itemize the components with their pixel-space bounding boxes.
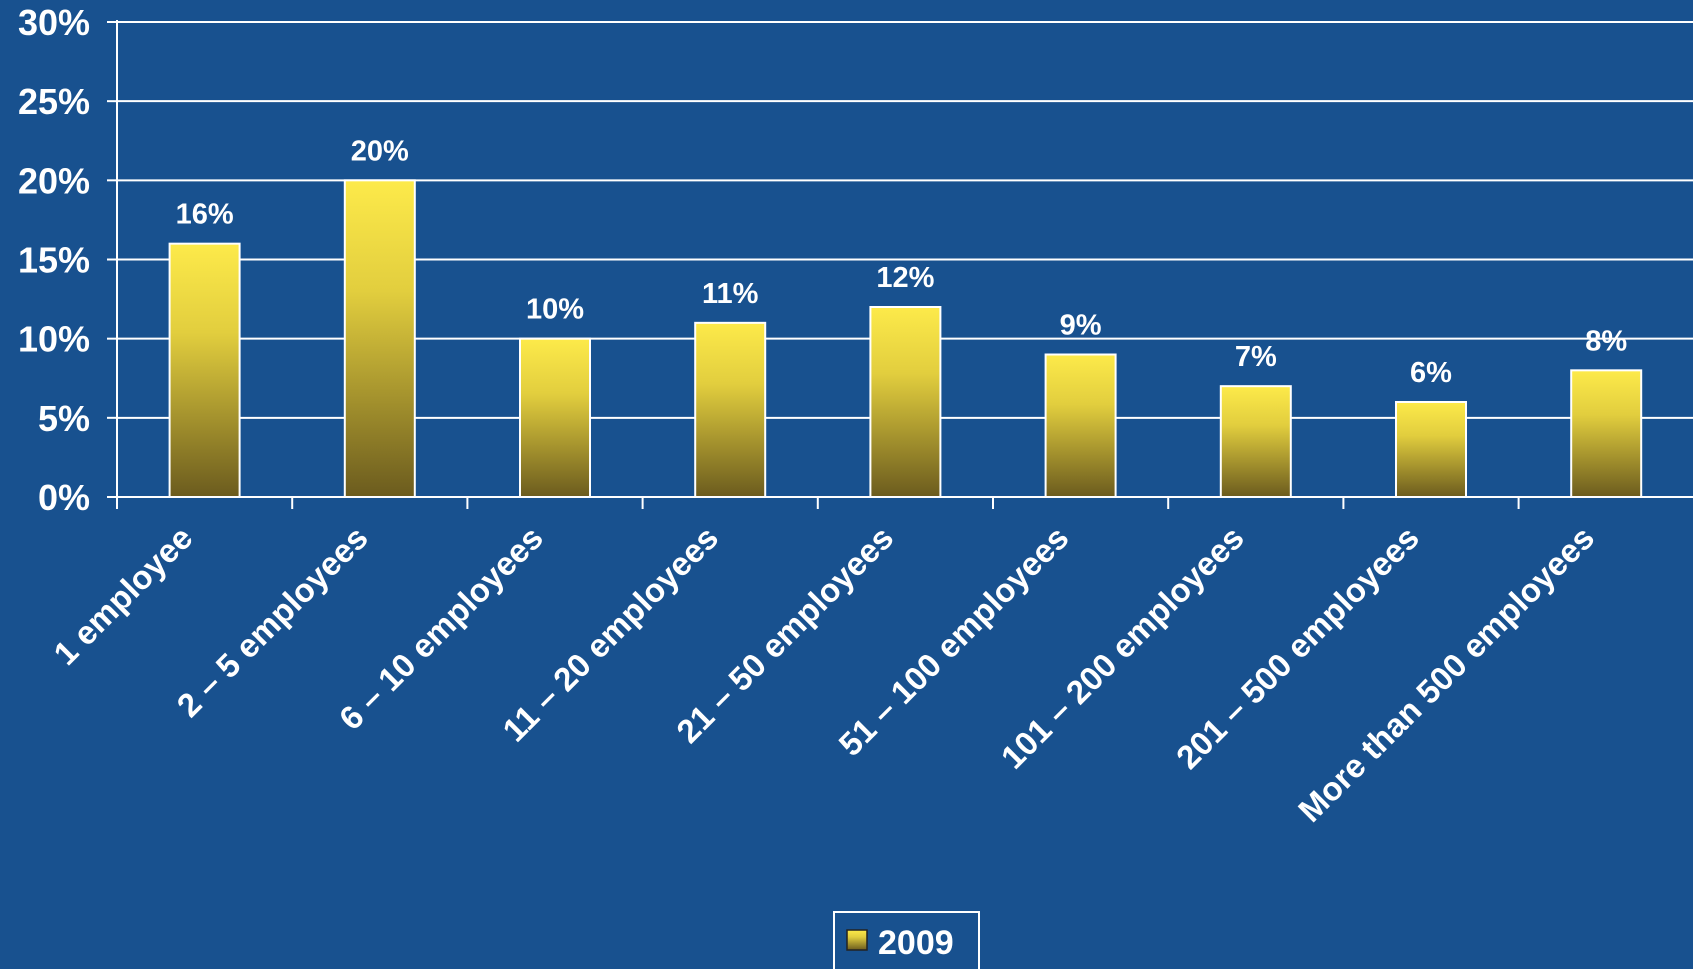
x-tick-label: More than 500 employees <box>1291 519 1601 829</box>
data-label: 20% <box>351 135 409 167</box>
data-label: 6% <box>1410 357 1452 389</box>
axes <box>107 20 1693 509</box>
y-tick-label: 30% <box>18 2 90 43</box>
data-label: 12% <box>876 262 934 294</box>
data-label: 8% <box>1585 325 1627 357</box>
y-tick-label: 10% <box>18 319 90 360</box>
bar <box>1219 385 1292 498</box>
bar <box>1570 369 1643 499</box>
y-tick-label: 20% <box>18 160 90 201</box>
data-label: 10% <box>526 294 584 326</box>
bar <box>1044 353 1117 498</box>
bar <box>694 321 767 499</box>
data-label: 9% <box>1060 310 1102 342</box>
data-label: 7% <box>1235 341 1277 373</box>
data-label: 16% <box>176 199 234 231</box>
y-tick-label: 25% <box>18 81 90 122</box>
y-tick-labels: 0% 5% 10% 15% 20% 25% 30% <box>18 2 90 518</box>
bar <box>343 179 416 498</box>
data-labels: 16% 20% 10% 11% 12% 9% 7% 6% 8% <box>176 135 1628 389</box>
data-label: 11% <box>702 278 759 310</box>
y-tick-label: 0% <box>38 477 90 518</box>
legend-swatch <box>846 929 868 951</box>
bar <box>168 242 241 498</box>
bar <box>869 306 942 498</box>
x-tick-label: 1 employee <box>46 519 199 672</box>
bars <box>168 179 1643 499</box>
bar <box>1395 401 1467 498</box>
y-tick-label: 5% <box>38 398 90 439</box>
legend-label: 2009 <box>878 924 954 962</box>
bar <box>519 337 591 498</box>
x-tick-label: 2 – 5 employees <box>170 519 375 724</box>
legend-box <box>833 911 980 969</box>
legend: 2009 <box>833 911 980 969</box>
y-tick-label: 15% <box>18 240 90 281</box>
